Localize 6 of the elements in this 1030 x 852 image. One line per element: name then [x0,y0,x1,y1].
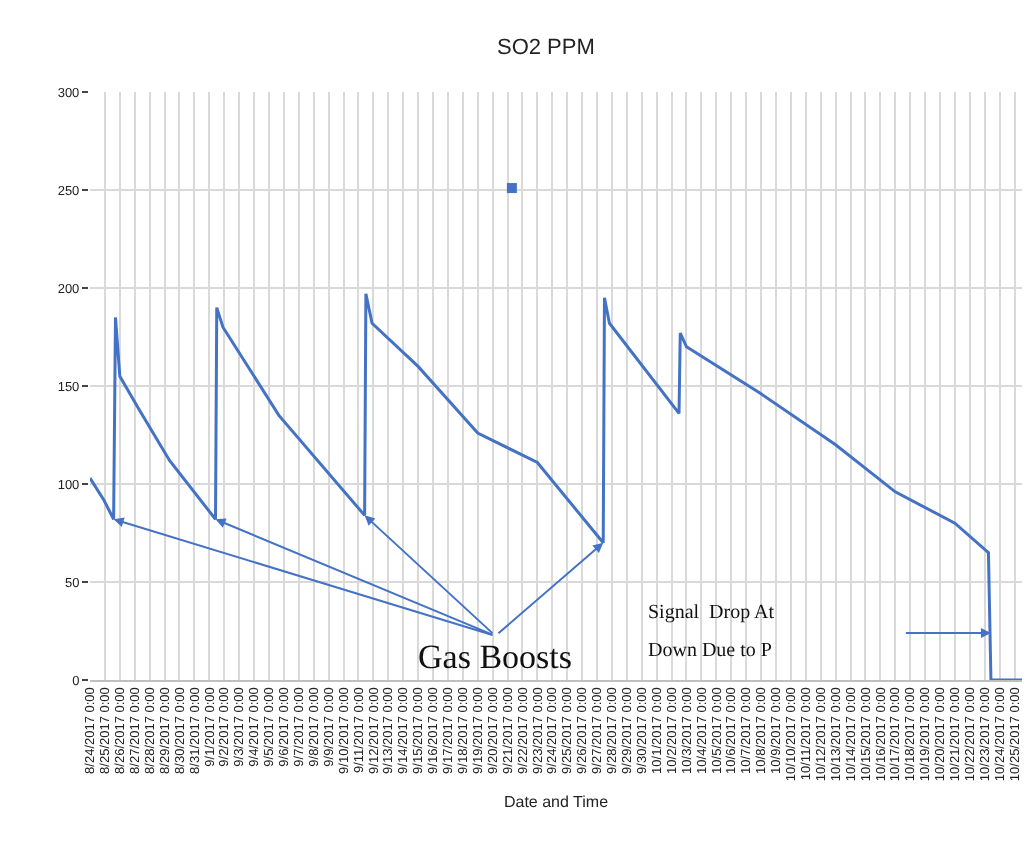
x-axis-title: Date and Time [503,793,610,812]
annotation: Down Due to P [648,640,773,662]
line-series [90,292,1022,680]
annotation: Signal Drop At [648,602,775,624]
annotation: Gas Boosts [418,638,572,676]
chart-title: SO2 PPM [496,35,595,60]
